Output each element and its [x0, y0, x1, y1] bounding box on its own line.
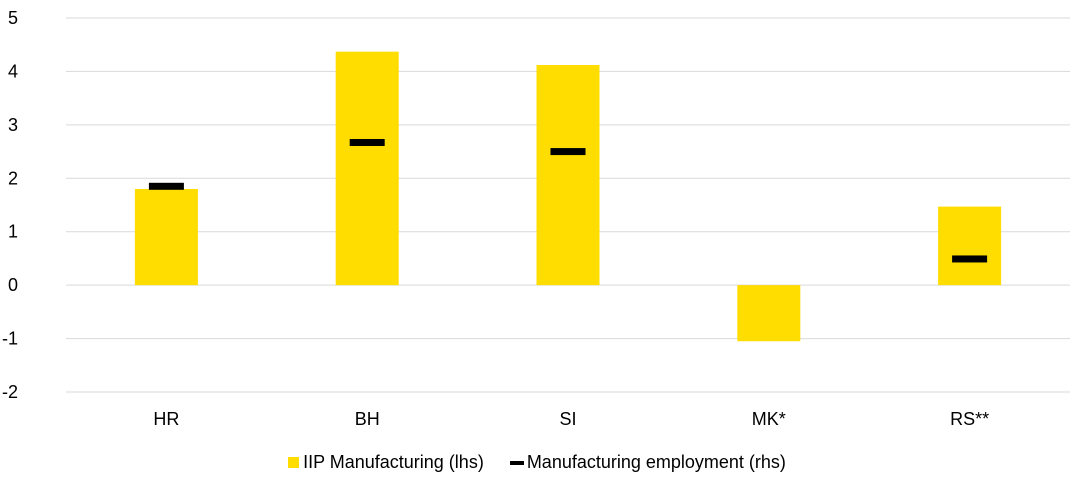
bar-iip-3 [737, 285, 801, 342]
legend-label-iip: IIP Manufacturing (lhs) [303, 452, 484, 472]
legend-item-iip: IIP Manufacturing (lhs) [288, 452, 484, 473]
x-tick-label: BH [355, 409, 380, 429]
y-tick-label: 2 [8, 168, 18, 188]
marker-employment-4 [952, 255, 988, 263]
chart-canvas: 5 4 3 2 1 0 -1 -2 HR BH SI MK* RS** [2, 8, 1070, 429]
x-tick-label: HR [153, 409, 179, 429]
bar-iip-2 [536, 65, 600, 286]
y-tick-label: 4 [8, 61, 18, 81]
marker-series [148, 138, 988, 263]
legend-marker-swatch [509, 460, 524, 465]
marker-employment-2 [550, 148, 586, 156]
marker-employment-0 [148, 182, 184, 190]
x-tick-label: MK* [752, 409, 786, 429]
y-tick-label: 5 [8, 8, 18, 28]
legend-label-employment: Manufacturing employment (rhs) [526, 452, 786, 472]
y-tick-label: 3 [8, 115, 18, 135]
bar-series [134, 51, 1002, 342]
y-tick-label: -2 [2, 382, 18, 402]
y-tick-label: 1 [8, 222, 18, 242]
marker-employment-1 [349, 138, 385, 146]
legend-bar-swatch [288, 457, 300, 468]
x-axis-tick-labels: HR BH SI MK* RS** [153, 409, 989, 429]
y-tick-label: -1 [2, 329, 18, 349]
chart-legend: IIP Manufacturing (lhs) Manufacturing em… [0, 452, 1074, 473]
y-axis-tick-labels: 5 4 3 2 1 0 -1 -2 [2, 8, 18, 402]
x-tick-label: SI [559, 409, 576, 429]
x-tick-label: RS** [950, 409, 989, 429]
bar-iip-4 [938, 206, 1002, 286]
y-tick-label: 0 [8, 275, 18, 295]
bar-iip-0 [134, 188, 198, 286]
legend-item-employment: Manufacturing employment (rhs) [509, 452, 786, 473]
bar-iip-1 [335, 51, 399, 286]
